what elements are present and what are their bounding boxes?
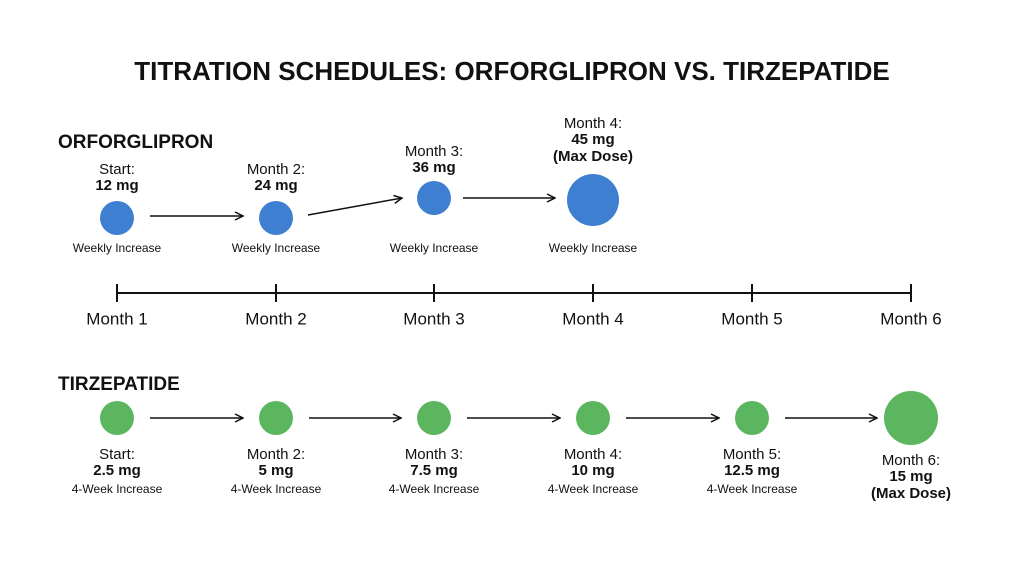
step-extra: (Max Dose) bbox=[553, 148, 633, 165]
schedule-name: ORFORGLIPRON bbox=[58, 132, 213, 153]
step-label: Month 4: bbox=[564, 115, 622, 132]
step-dose: 10 mg bbox=[571, 462, 614, 479]
step-label: Month 2: bbox=[247, 161, 305, 178]
dose-circle bbox=[417, 181, 451, 215]
step-note: 4-Week Increase bbox=[231, 482, 322, 496]
step-note: Weekly Increase bbox=[73, 241, 162, 255]
timeline-label: Month 6 bbox=[880, 309, 941, 328]
step-label: Month 6: bbox=[882, 452, 940, 469]
step-dose: 12 mg bbox=[95, 177, 138, 194]
arrow bbox=[307, 198, 402, 216]
step-note: Weekly Increase bbox=[390, 241, 479, 255]
dose-circle bbox=[259, 201, 293, 235]
timeline-label: Month 3 bbox=[403, 309, 464, 328]
step-label: Month 3: bbox=[405, 143, 463, 160]
step-dose: 45 mg bbox=[571, 131, 614, 148]
timeline-label: Month 4 bbox=[562, 309, 623, 328]
timeline-label: Month 1 bbox=[86, 309, 147, 328]
step-dose: 2.5 mg bbox=[93, 462, 141, 479]
timeline-label: Month 5 bbox=[721, 309, 782, 328]
dose-circle bbox=[576, 401, 610, 435]
step-note: 4-Week Increase bbox=[548, 482, 639, 496]
step-label: Month 4: bbox=[564, 446, 622, 463]
step-label: Month 5: bbox=[723, 446, 781, 463]
step-note: 4-Week Increase bbox=[707, 482, 798, 496]
step-label: Month 2: bbox=[247, 446, 305, 463]
step-dose: 15 mg bbox=[889, 468, 932, 485]
step-note: Weekly Increase bbox=[232, 241, 321, 255]
dose-circle bbox=[100, 201, 134, 235]
title: TITRATION SCHEDULES: ORFORGLIPRON VS. TI… bbox=[134, 56, 889, 86]
step-dose: 24 mg bbox=[254, 177, 297, 194]
step-note: 4-Week Increase bbox=[389, 482, 480, 496]
dose-circle bbox=[884, 391, 938, 445]
step-dose: 12.5 mg bbox=[724, 462, 780, 479]
schedule-name: TIRZEPATIDE bbox=[58, 374, 180, 395]
timeline-label: Month 2 bbox=[245, 309, 306, 328]
step-note: 4-Week Increase bbox=[72, 482, 163, 496]
step-note: Weekly Increase bbox=[549, 241, 638, 255]
step-extra: (Max Dose) bbox=[871, 485, 951, 502]
dose-circle bbox=[567, 174, 619, 226]
dose-circle bbox=[735, 401, 769, 435]
step-dose: 5 mg bbox=[258, 462, 293, 479]
step-label: Month 3: bbox=[405, 446, 463, 463]
step-label: Start: bbox=[99, 161, 135, 178]
dose-circle bbox=[100, 401, 134, 435]
step-dose: 36 mg bbox=[412, 159, 455, 176]
dose-circle bbox=[417, 401, 451, 435]
step-label: Start: bbox=[99, 446, 135, 463]
dose-circle bbox=[259, 401, 293, 435]
step-dose: 7.5 mg bbox=[410, 462, 458, 479]
